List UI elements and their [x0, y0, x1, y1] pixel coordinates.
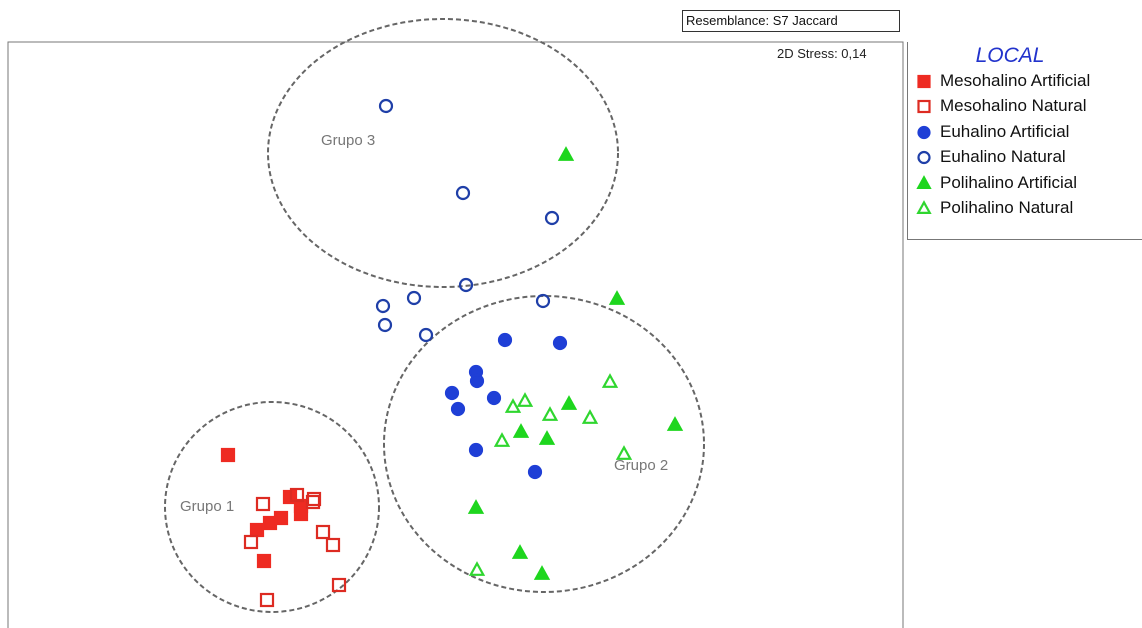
resemblance-label: Resemblance: S7 Jaccard: [682, 10, 900, 32]
legend-item: Polihalino Natural: [908, 196, 1142, 222]
filled-circle-icon: [917, 125, 931, 139]
legend-item: Mesohalino Artificial: [908, 68, 1142, 94]
point-polihalino-artificial-2: [608, 290, 626, 305]
point-polihalino-artificial-3: [560, 395, 578, 410]
group-ellipse-3: [267, 18, 619, 288]
point-euhalino-artificial-9: [527, 464, 543, 480]
point-mesohalino-natural-2: [289, 487, 305, 503]
legend-item-label: Euhalino Natural: [940, 147, 1066, 167]
filled-triangle-icon: [916, 174, 932, 189]
group-ellipse-2: [383, 295, 705, 593]
point-polihalino-natural-3: [504, 398, 522, 413]
point-euhalino-artificial-8: [468, 442, 484, 458]
point-polihalino-artificial-8: [511, 544, 529, 559]
point-polihalino-natural-1: [601, 373, 619, 388]
group-label-3: Grupo 3: [321, 132, 375, 149]
group-ellipse-1: [164, 401, 380, 613]
point-mesohalino-natural-5: [315, 524, 331, 540]
point-mesohalino-artificial-8: [256, 553, 272, 569]
point-euhalino-natural-8: [377, 317, 393, 333]
legend-item: Polihalino Artificial: [908, 170, 1142, 196]
legend-item-label: Euhalino Artificial: [940, 121, 1070, 141]
point-polihalino-natural-2: [516, 392, 534, 407]
point-euhalino-natural-4: [458, 277, 474, 293]
point-euhalino-natural-5: [406, 290, 422, 306]
point-polihalino-artificial-7: [467, 499, 485, 514]
legend: LOCAL Mesohalino Artificial Mesohalino Na…: [907, 42, 1142, 240]
filled-square-icon: [917, 74, 931, 88]
point-euhalino-natural-2: [455, 185, 471, 201]
point-euhalino-artificial-2: [552, 335, 568, 351]
point-polihalino-artificial-1: [557, 146, 575, 161]
point-euhalino-artificial-4: [469, 373, 485, 389]
point-polihalino-artificial-4: [666, 416, 684, 431]
point-polihalino-natural-8: [468, 561, 486, 576]
point-mesohalino-natural-8: [331, 577, 347, 593]
legend-item: Mesohalino Natural: [908, 94, 1142, 120]
point-mesohalino-natural-1: [255, 496, 271, 512]
legend-item-label: Mesohalino Artificial: [940, 70, 1091, 90]
point-polihalino-natural-5: [581, 409, 599, 424]
group-ellipses: Grupo 1 Grupo 2 Grupo 3: [164, 18, 705, 613]
legend-item: Euhalino Natural: [908, 145, 1142, 171]
point-mesohalino-natural-4: [306, 491, 322, 507]
point-mesohalino-artificial-6: [262, 515, 278, 531]
data-points: [220, 98, 684, 608]
plot-frame: [7, 41, 904, 628]
point-polihalino-natural-6: [493, 432, 511, 447]
point-mesohalino-natural-9: [259, 592, 275, 608]
point-euhalino-natural-7: [375, 298, 391, 314]
legend-title: LOCAL: [975, 44, 1045, 67]
nmds-scatter-plot: Grupo 1 Grupo 2 Grupo 3: [7, 18, 904, 628]
legend-item-label: Polihalino Artificial: [940, 172, 1078, 192]
point-euhalino-artificial-6: [486, 390, 502, 406]
point-polihalino-artificial-5: [512, 423, 530, 438]
point-polihalino-natural-4: [541, 406, 559, 421]
point-mesohalino-natural-6: [243, 534, 259, 550]
group-label-2: Grupo 2: [614, 457, 668, 474]
open-square-icon: [917, 100, 931, 114]
group-label-1: Grupo 1: [180, 498, 234, 515]
point-euhalino-artificial-5: [444, 385, 460, 401]
point-mesohalino-natural-7: [325, 537, 341, 553]
legend-items: Mesohalino Artificial Mesohalino Natural E…: [908, 68, 1142, 221]
legend-item-label: Mesohalino Natural: [940, 96, 1087, 116]
point-mesohalino-artificial-7: [249, 522, 265, 538]
point-polihalino-artificial-9: [533, 565, 551, 580]
point-euhalino-artificial-7: [450, 401, 466, 417]
legend-item-label: Polihalino Natural: [940, 198, 1074, 218]
point-mesohalino-artificial-1: [220, 447, 236, 463]
open-circle-icon: [917, 151, 931, 165]
point-euhalino-natural-1: [378, 98, 394, 114]
point-euhalino-natural-3: [544, 210, 560, 226]
point-euhalino-artificial-1: [497, 332, 513, 348]
point-polihalino-natural-7: [615, 445, 633, 460]
stress-label: 2D Stress: 0,14: [777, 46, 867, 61]
point-polihalino-artificial-6: [538, 430, 556, 445]
open-triangle-icon: [916, 200, 932, 215]
point-mesohalino-artificial-4: [293, 506, 309, 522]
point-euhalino-natural-9: [418, 327, 434, 343]
point-euhalino-natural-6: [535, 293, 551, 309]
legend-item: Euhalino Artificial: [908, 119, 1142, 145]
